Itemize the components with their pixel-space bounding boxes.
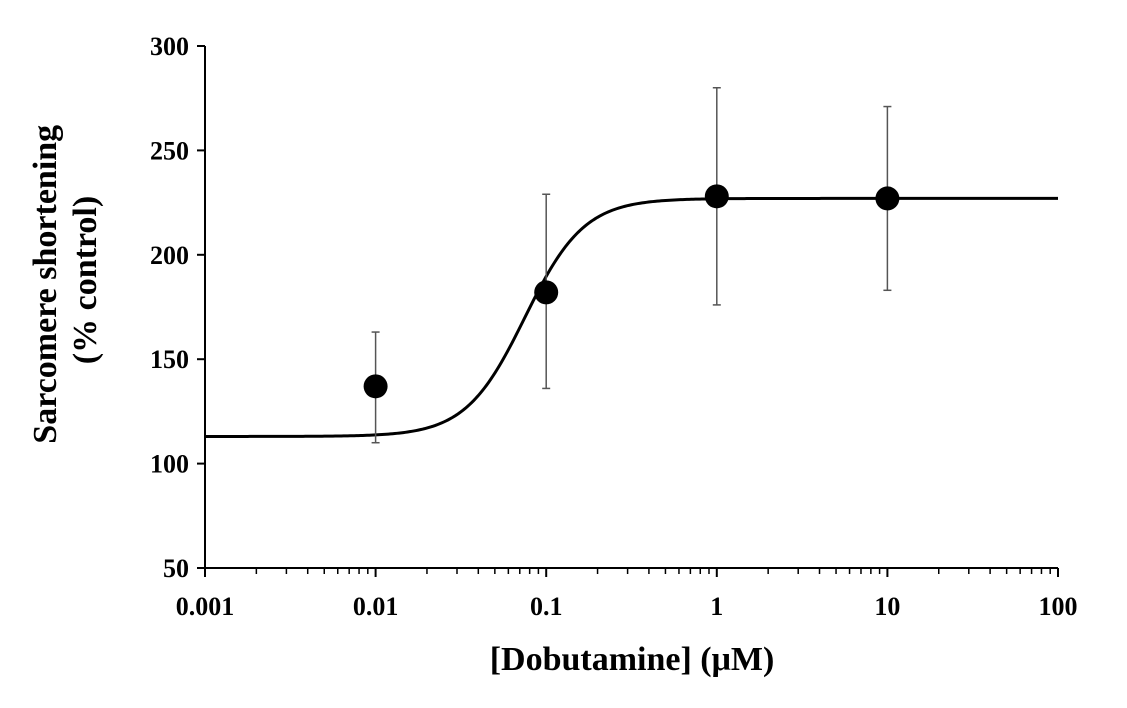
data-point [534,280,559,305]
x-tick-label: 0.1 [530,592,563,621]
plot-area: 50 100 150 200 250 300 0.001 0.01 0.1 1 10 100 [150,32,1078,621]
x-tick-label: 0.01 [353,592,399,621]
data-point [363,374,388,399]
x-tick-label: 0.001 [176,592,235,621]
y-tick-label: 150 [150,345,189,374]
x-axis-title: [Dobutamine] (μM) [490,641,775,678]
y-axis-title-line-2: (% control) [67,196,104,364]
y-axis-title: Sarcomere shortening (% control) [27,116,104,443]
x-tick-label: 10 [874,592,900,621]
data-point [875,186,900,211]
y-tick-label: 100 [150,450,189,479]
data-point [704,184,729,209]
x-tick-label: 1 [710,592,723,621]
y-tick-label: 300 [150,32,189,61]
fit-curve [205,196,1058,438]
y-tick-label: 200 [150,241,189,270]
y-axis-title-line-1: Sarcomere shortening [27,125,64,444]
y-tick-label: 250 [150,136,189,165]
y-tick-label: 50 [163,554,189,583]
x-tick-label: 100 [1039,592,1078,621]
